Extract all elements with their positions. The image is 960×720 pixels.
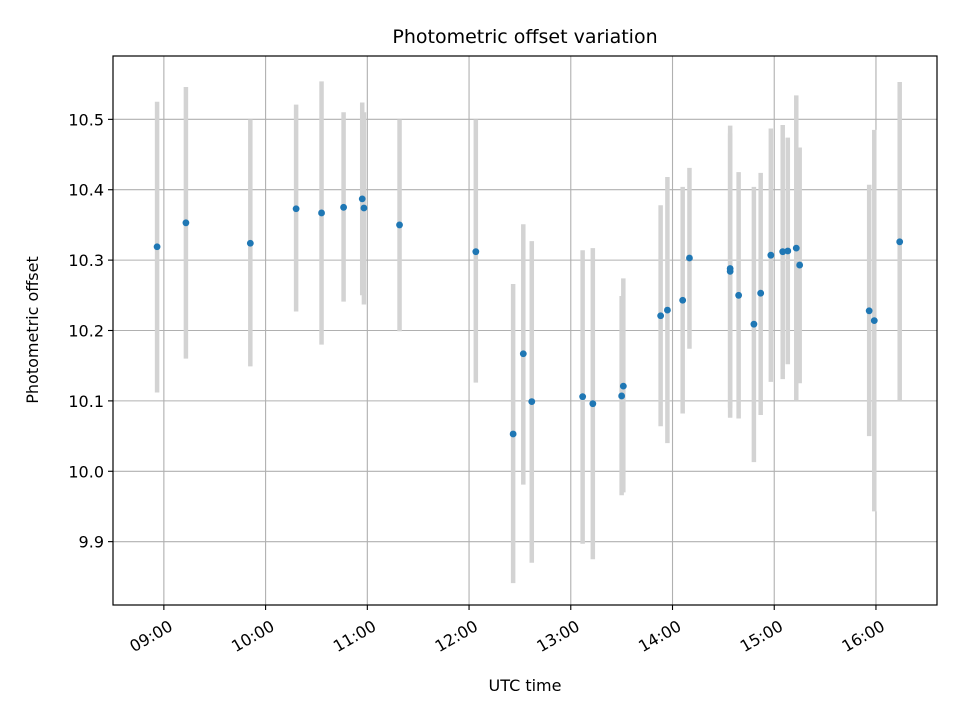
data-point — [686, 254, 693, 262]
data-point — [579, 393, 587, 401]
data-point — [528, 398, 536, 405]
data-point — [153, 243, 161, 251]
y-tick-label: 10.1 — [68, 392, 104, 411]
data-point — [792, 244, 800, 252]
x-axis-label: UTC time — [489, 676, 562, 695]
y-tick-label: 9.9 — [79, 533, 104, 552]
y-tick-label: 10.5 — [68, 110, 104, 129]
data-point — [735, 291, 743, 299]
data-point — [182, 219, 190, 227]
data-point — [340, 203, 347, 211]
data-point — [664, 306, 671, 314]
data-point — [767, 251, 775, 259]
data-point — [360, 204, 368, 212]
data-point — [396, 221, 403, 229]
data-point — [292, 205, 300, 213]
y-tick-label: 10.2 — [68, 322, 104, 341]
data-point — [679, 296, 687, 304]
data-point — [519, 350, 527, 358]
data-point — [509, 430, 517, 438]
data-point — [784, 247, 792, 255]
data-point — [246, 239, 254, 247]
y-tick-label: 10.0 — [68, 462, 104, 481]
data-point — [318, 209, 325, 217]
data-point — [896, 238, 904, 246]
y-tick-label: 10.3 — [68, 251, 104, 270]
data-point — [757, 289, 765, 297]
chart-title: Photometric offset variation — [392, 26, 657, 48]
data-point — [726, 265, 734, 272]
data-point — [589, 400, 597, 408]
data-point — [865, 307, 873, 315]
data-point — [870, 317, 878, 325]
data-point — [796, 261, 804, 269]
data-point — [750, 320, 758, 328]
data-point — [779, 248, 787, 256]
data-point — [619, 382, 627, 390]
data-points — [153, 195, 904, 438]
data-point — [618, 392, 626, 400]
y-tick-label: 10.4 — [68, 181, 104, 200]
y-axis-label: Photometric offset — [23, 256, 42, 404]
data-point — [358, 195, 366, 203]
data-point — [472, 248, 480, 256]
data-point — [657, 312, 665, 320]
